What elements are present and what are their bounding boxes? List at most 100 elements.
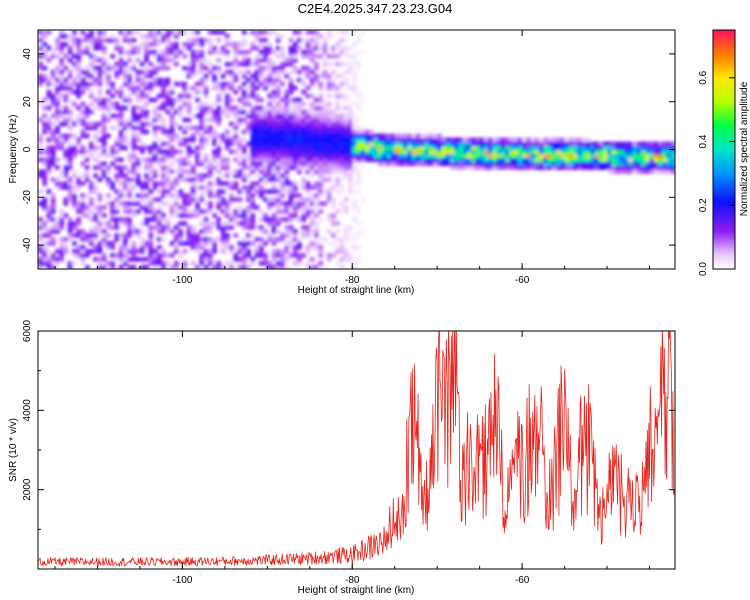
heatmap-cell <box>50 69 56 75</box>
heatmap-cell <box>76 249 82 254</box>
heatmap-cell <box>76 93 82 99</box>
heatmap-cell <box>526 137 532 143</box>
heatmap-cell <box>509 149 515 155</box>
heatmap-cell <box>263 229 268 234</box>
heatmap-cell <box>207 30 213 35</box>
heatmap-cell <box>428 145 434 151</box>
heatmap-cell <box>343 205 349 210</box>
heatmap-cell <box>131 253 137 258</box>
heatmap-cell <box>607 153 612 159</box>
heatmap-cell <box>67 73 73 79</box>
heatmap-cell <box>297 149 302 155</box>
heatmap-cell <box>212 165 217 171</box>
heatmap-cell <box>169 101 175 107</box>
heatmap-cell <box>483 141 489 147</box>
heatmap-cell <box>318 237 324 242</box>
heatmap-cell <box>63 33 69 39</box>
heatmap-cell <box>203 117 209 123</box>
heatmap-cell <box>76 61 82 67</box>
heatmap-cell <box>250 41 256 47</box>
heatmap-cell <box>156 197 162 202</box>
heatmap-cell <box>573 145 578 151</box>
heatmap-cell <box>475 165 481 171</box>
heatmap-cell <box>267 161 273 167</box>
heatmap-cell <box>93 125 99 131</box>
heatmap-cell <box>224 261 230 266</box>
heatmap-cell <box>539 153 544 159</box>
heatmap-cell <box>144 165 150 171</box>
heatmap-cell <box>628 161 634 167</box>
heatmap-cell <box>131 37 137 43</box>
heatmap-cell <box>318 121 324 127</box>
heatmap-cell <box>88 197 94 202</box>
heatmap-cell <box>335 125 341 131</box>
heatmap-cell <box>326 81 332 87</box>
heatmap-cell <box>432 137 438 143</box>
heatmap-cell <box>666 165 672 171</box>
heatmap-cell <box>59 73 65 79</box>
heatmap-cell <box>356 181 362 186</box>
heatmap-cell <box>373 149 379 155</box>
heatmap-cell <box>122 205 128 210</box>
heatmap-cell <box>229 97 234 103</box>
heatmap-cell <box>161 265 166 269</box>
heatmap-cell <box>275 249 281 254</box>
heatmap-cell <box>54 229 60 234</box>
heatmap-cell <box>356 137 362 143</box>
heatmap-cell <box>297 45 302 51</box>
heatmap-cell <box>46 137 52 143</box>
heatmap-cell <box>63 181 69 186</box>
heatmap-cell <box>670 161 675 167</box>
heatmap-cell <box>352 53 358 59</box>
heatmap-cell <box>161 217 166 222</box>
heatmap-cell <box>420 161 426 167</box>
heatmap-cell <box>203 173 209 178</box>
heatmap-cell <box>258 241 264 246</box>
heatmap-cell <box>38 65 43 71</box>
heatmap-cell <box>114 225 120 230</box>
heatmap-cell <box>658 165 663 171</box>
heatmap-cell <box>309 197 315 202</box>
heatmap-cell <box>144 117 150 123</box>
heatmap-cell <box>114 73 120 79</box>
heatmap-cell <box>352 205 358 210</box>
heatmap-cell <box>331 197 336 202</box>
heatmap-cell <box>105 73 111 79</box>
heatmap-cell <box>301 129 307 135</box>
heatmap-cell <box>415 157 421 163</box>
heatmap-cell <box>169 113 175 119</box>
y-tick-label: -20 <box>22 190 33 205</box>
heatmap-cell <box>590 165 595 171</box>
heatmap-cell <box>199 105 205 111</box>
heatmap-cell <box>237 189 243 194</box>
heatmap-cell <box>284 169 290 174</box>
heatmap-cell <box>466 165 472 171</box>
heatmap-cell <box>670 149 675 155</box>
heatmap-cell <box>267 233 273 238</box>
heatmap-cell <box>190 61 196 67</box>
heatmap-cell <box>339 73 345 79</box>
colorbar-tick-label: 0.4 <box>698 134 709 148</box>
heatmap-cell <box>573 149 578 155</box>
heatmap-cell <box>275 193 281 198</box>
heatmap-cell <box>275 253 281 258</box>
heatmap-cell <box>280 137 285 143</box>
heatmap-cell <box>522 145 527 151</box>
heatmap-cell <box>271 117 277 123</box>
heatmap-cell <box>662 157 668 163</box>
heatmap-cell <box>335 85 341 91</box>
heatmap-cell <box>352 265 358 269</box>
heatmap-cell <box>101 233 107 238</box>
heatmap-cell <box>50 161 56 167</box>
heatmap-cell <box>564 165 570 171</box>
heatmap-cell <box>76 221 82 226</box>
heatmap-cell <box>195 49 200 55</box>
heatmap-cell <box>97 153 103 159</box>
heatmap-cell <box>114 197 120 202</box>
heatmap-cell <box>216 225 222 230</box>
heatmap-cell <box>105 105 111 111</box>
heatmap-cell <box>63 237 69 242</box>
heatmap-cell <box>220 49 226 55</box>
heatmap-cell <box>343 77 349 83</box>
heatmap-cell <box>352 197 358 202</box>
